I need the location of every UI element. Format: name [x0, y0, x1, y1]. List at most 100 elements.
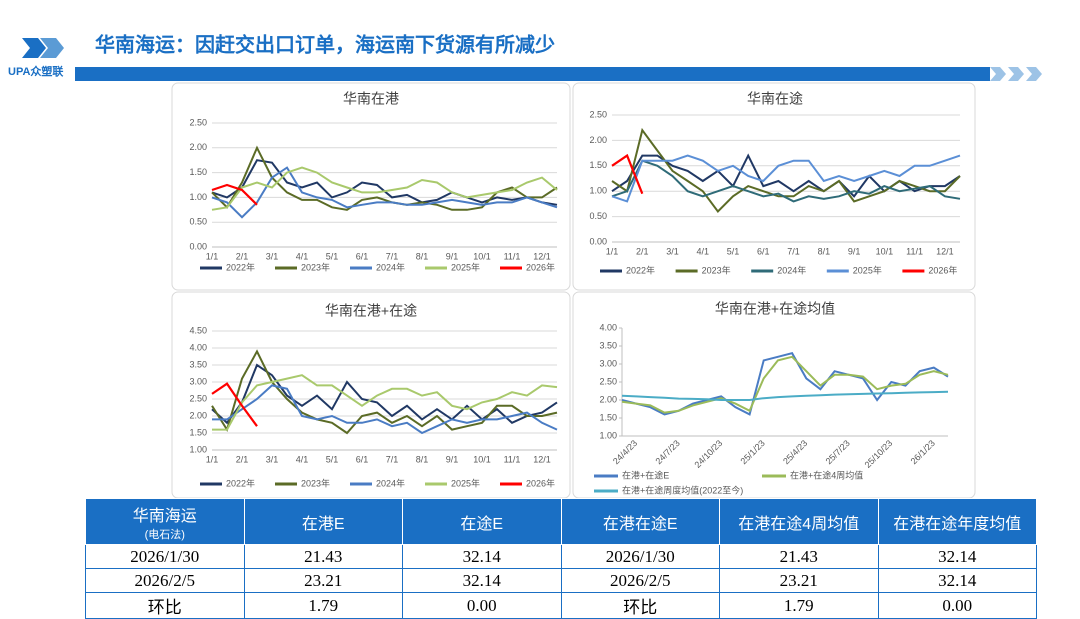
panel: [171, 82, 571, 291]
x-tick-label: 5/1: [326, 454, 339, 464]
y-tick-label: 1.00: [589, 186, 607, 196]
chart-title: 华南在途: [747, 91, 803, 107]
header-sub: (电石法): [144, 528, 185, 541]
x-tick-label: 5/1: [727, 246, 740, 256]
legend-label: 2026年: [526, 477, 555, 488]
y-tick-label: 1.50: [599, 412, 617, 422]
table-row: 2026/1/30 21.43 32.14 2026/1/30 21.43 32.14: [85, 544, 1037, 569]
chart-title: 华南在港+在途均值: [715, 301, 835, 317]
y-tick-label: 1.50: [189, 427, 207, 437]
x-tick-label: 3/1: [266, 251, 279, 261]
table-row: 环比 1.79 0.00 环比 1.79 0.00: [85, 592, 1037, 619]
table-cell: 0.00: [402, 592, 562, 619]
header-cell: 华南海运 (电石法): [85, 498, 245, 545]
table-cell: 32.14: [402, 568, 562, 593]
y-tick-label: 4.00: [599, 322, 617, 332]
x-tick-label: 1/1: [206, 454, 219, 464]
x-tick-label: 9/1: [848, 246, 861, 256]
legend-label: 2026年: [526, 261, 555, 272]
slide-title: 华南海运：因赶交出口订单，海运南下货源有所减少: [95, 32, 555, 56]
y-tick-label: 2.50: [589, 109, 607, 119]
header-row: 华南海运 (电石法) 在港E 在途E 在港在途E 在港在途4周均值 在港在途年度均…: [85, 498, 1037, 545]
data-table: 华南海运 (电石法) 在港E 在途E 在港在途E 在港在途4周均值 在港在途年度均…: [85, 498, 1037, 619]
x-tick-label: 6/1: [757, 246, 770, 256]
x-tick-label: 3/1: [266, 454, 279, 464]
y-tick-label: 2.00: [189, 410, 207, 420]
table-cell: 环比: [560, 592, 720, 619]
x-tick-label: 10/1: [876, 246, 894, 256]
x-tick-label: 7/1: [386, 454, 399, 464]
x-tick-label: 4/1: [296, 251, 309, 261]
legend-label: 2023年: [702, 264, 731, 275]
legend-label: 在港+在途E: [622, 469, 669, 480]
table-cell: 2026/2/5: [560, 568, 720, 593]
series-line: [211, 382, 258, 427]
y-tick-label: 1.00: [189, 444, 207, 454]
header-cell: 在港在途年度均值: [877, 498, 1037, 545]
y-tick-label: 2.50: [189, 393, 207, 403]
table-cell: 环比: [85, 592, 245, 619]
y-tick-label: 1.00: [189, 192, 207, 202]
x-tick-label: 8/1: [416, 454, 429, 464]
legend-label: 2022年: [626, 264, 655, 275]
table-cell: 2026/2/5: [85, 568, 245, 593]
header-cell: 在港E: [243, 498, 403, 545]
series-line: [211, 363, 558, 425]
x-tick-label: 12/1: [936, 246, 954, 256]
y-tick-label: 3.00: [189, 376, 207, 386]
y-tick-label: 4.00: [189, 342, 207, 352]
y-tick-label: 2.50: [599, 376, 617, 386]
legend-label: 2023年: [301, 477, 330, 488]
header-text: 华南海运: [132, 507, 197, 525]
table-cell: 0.00: [877, 592, 1037, 619]
table-cell: 23.21: [719, 568, 879, 593]
series-line: [611, 159, 961, 203]
x-tick-label: 9/1: [446, 454, 459, 464]
legend-label: 2023年: [301, 261, 330, 272]
series-line: [211, 183, 258, 206]
y-tick-label: 0.50: [589, 211, 607, 221]
logo-text: UPA众塑联: [8, 64, 63, 78]
series-line: [211, 166, 558, 211]
legend-label: 2024年: [777, 264, 806, 275]
table-cell: 32.14: [877, 568, 1037, 593]
x-tick-label: 4/1: [697, 246, 710, 256]
x-tick-label: 4/1: [296, 454, 309, 464]
y-tick-label: 1.00: [599, 430, 617, 440]
chevrons: [990, 67, 1042, 81]
legend-label: 2024年: [376, 261, 405, 272]
y-tick-label: 2.00: [589, 135, 607, 145]
x-tick-label: 12/1: [533, 454, 551, 464]
x-tick-label: 2/1: [236, 454, 249, 464]
table-cell: 2026/1/30: [85, 544, 245, 569]
x-tick-label: 11/1: [504, 454, 521, 464]
legend-label: 2025年: [451, 261, 480, 272]
series-line: [211, 166, 558, 219]
x-tick-label: 3/1: [666, 246, 679, 256]
x-tick-label: 9/1: [446, 251, 459, 261]
legend-label: 2026年: [928, 264, 957, 275]
panel: [171, 291, 571, 499]
y-tick-label: 0.00: [189, 241, 207, 251]
x-tick-label: 11/1: [906, 246, 923, 256]
y-tick-label: 1.50: [189, 167, 207, 177]
x-tick-label: 8/1: [416, 251, 429, 261]
legend-label: 2024年: [376, 477, 405, 488]
series-line: [611, 154, 961, 203]
y-tick-label: 3.50: [189, 359, 207, 369]
legend-label: 2022年: [226, 261, 255, 272]
table-cell: 1.79: [719, 592, 879, 619]
x-tick-label: 10/1: [473, 454, 491, 464]
y-tick-label: 2.00: [189, 142, 207, 152]
legend-label: 2022年: [226, 477, 255, 488]
legend-label: 在港+在途4周均值: [790, 469, 863, 480]
series-line: [611, 127, 961, 214]
y-tick-label: 0.00: [589, 236, 607, 246]
x-tick-label: 5/1: [326, 251, 339, 261]
panel: [572, 82, 976, 291]
series-line: [212, 384, 558, 435]
table-cell: 21.43: [719, 544, 879, 569]
header-cell: 在港在途4周均值: [719, 498, 879, 545]
x-tick-label: 7/1: [386, 251, 399, 261]
